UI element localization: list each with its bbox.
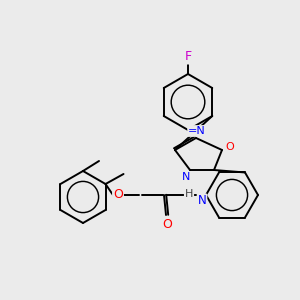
Text: N: N (182, 172, 190, 182)
Text: O: O (113, 188, 123, 200)
Text: O: O (226, 142, 234, 152)
Text: N: N (198, 194, 206, 208)
Text: =N: =N (188, 126, 206, 136)
Text: F: F (184, 50, 192, 64)
Text: H: H (185, 189, 193, 199)
Text: O: O (162, 218, 172, 230)
